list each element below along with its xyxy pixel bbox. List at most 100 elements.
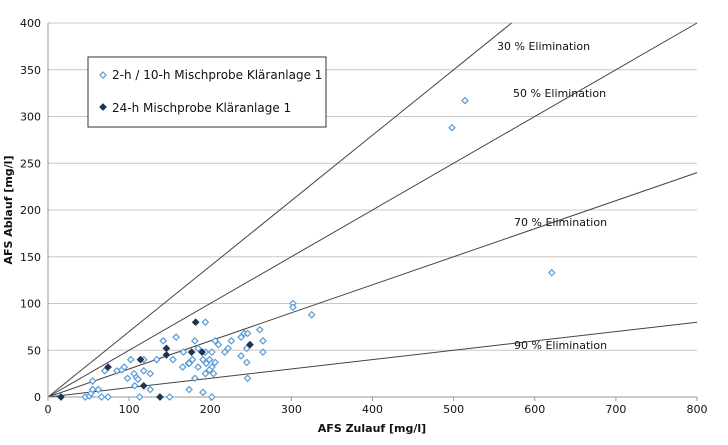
x-tick-label: 500: [443, 403, 464, 416]
y-tick-label: 200: [20, 204, 41, 217]
data-point-2h-10h: [188, 355, 197, 364]
data-point-2h-10h: [172, 333, 181, 342]
data-point-2h-10h: [194, 344, 202, 353]
x-tick-label: 200: [200, 403, 221, 416]
data-point-2h-10h: [97, 393, 106, 401]
data-point-2h-10h: [202, 359, 211, 368]
data-point-24h: [57, 393, 65, 401]
data-point-2h-10h: [100, 366, 109, 375]
x-tick-label: 0: [45, 403, 52, 416]
data-point-2h-10h: [169, 355, 177, 364]
data-point-2h-10h: [134, 375, 142, 384]
x-tick-label: 400: [362, 403, 383, 416]
data-point-2h-10h: [199, 355, 207, 364]
legend-marker-light: [99, 71, 107, 79]
y-tick-label: 100: [20, 298, 41, 311]
data-point-2h-10h: [146, 369, 155, 378]
data-point-2h-10h: [208, 393, 216, 401]
data-point-2h-10h: [224, 344, 232, 353]
data-point-2h-10h: [243, 374, 252, 383]
data-point-2h-10h: [242, 344, 251, 353]
elimination-label: 30 % Elimination: [497, 40, 590, 53]
data-point-2h-10h: [120, 363, 129, 371]
elimination-label: 70 % Elimination: [514, 216, 607, 229]
y-tick-label: 300: [20, 111, 41, 124]
data-point-24h: [156, 393, 164, 401]
data-point-2h-10h: [190, 337, 199, 345]
data-point-2h-10h: [211, 337, 219, 345]
data-point-2h-10h: [208, 348, 216, 356]
y-tick-label: 50: [27, 344, 41, 357]
data-point-2h-10h: [139, 366, 148, 375]
data-point-24h: [162, 351, 171, 359]
x-tick-label: 800: [687, 403, 708, 416]
data-point-24h: [136, 355, 145, 364]
y-axis-title: AFS Ablauf [mg/l]: [2, 156, 15, 265]
data-point-2h-10h: [237, 352, 245, 360]
y-tick-label: 0: [34, 391, 41, 404]
legend-label-light: 2-h / 10-h Mischprobe Kläranlage 1: [112, 68, 322, 82]
x-tick-label: 100: [119, 403, 140, 416]
data-point-2h-10h: [201, 369, 210, 378]
data-point-2h-10h: [259, 348, 267, 356]
data-point-2h-10h: [242, 358, 251, 367]
data-point-24h: [139, 381, 148, 390]
data-point-2h-10h: [146, 385, 155, 394]
data-point-2h-10h: [178, 363, 187, 371]
data-point-2h-10h: [126, 355, 135, 364]
data-point-2h-10h: [165, 393, 174, 401]
data-point-2h-10h: [135, 393, 144, 401]
data-point-2h-10h: [237, 333, 245, 342]
x-tick-label: 700: [605, 403, 626, 416]
data-point-2h-10h: [201, 318, 210, 327]
data-point-24h: [104, 363, 112, 371]
data-point-2h-10h: [199, 388, 207, 397]
legend-label-dark: 24-h Mischprobe Kläranlage 1: [112, 101, 291, 115]
elimination-line: [47, 22, 512, 398]
x-tick-label: 600: [524, 403, 545, 416]
data-point-2h-10h: [88, 385, 97, 394]
data-point-2h-10h: [94, 385, 103, 394]
data-point-2h-10h: [243, 329, 252, 338]
x-axis-title: AFS Zulauf [mg/l]: [318, 422, 426, 435]
data-point-2h-10h: [547, 268, 556, 277]
legend: 2-h / 10-h Mischprobe Kläranlage 1 24-h …: [87, 56, 327, 128]
data-point-2h-10h: [185, 359, 194, 368]
data-point-2h-10h: [227, 337, 236, 345]
elimination-line: [47, 172, 698, 398]
data-point-2h-10h: [205, 366, 214, 374]
data-point-2h-10h: [211, 358, 219, 367]
elimination-line: [47, 321, 698, 398]
legend-marker-dark: [99, 103, 107, 111]
data-points: [57, 96, 556, 401]
data-point-2h-10h: [307, 310, 316, 319]
data-point-2h-10h: [209, 369, 218, 378]
data-point-2h-10h: [221, 348, 229, 356]
data-point-2h-10h: [185, 385, 194, 394]
data-point-2h-10h: [461, 96, 469, 105]
y-tick-label: 400: [20, 17, 41, 30]
data-point-24h: [246, 340, 254, 349]
data-point-2h-10h: [194, 363, 202, 371]
data-point-24h: [191, 318, 200, 327]
data-point-2h-10h: [190, 374, 199, 383]
data-point-2h-10h: [214, 340, 223, 349]
x-tick-label: 300: [281, 403, 302, 416]
data-point-24h: [187, 348, 196, 356]
data-point-2h-10h: [88, 377, 97, 385]
elimination-label: 90 % Elimination: [514, 339, 607, 352]
data-point-2h-10h: [179, 348, 188, 356]
data-point-2h-10h: [259, 337, 267, 345]
data-point-2h-10h: [152, 355, 161, 364]
legend-box: [87, 56, 327, 128]
data-point-2h-10h: [159, 337, 168, 345]
data-point-2h-10h: [255, 325, 264, 334]
elimination-label: 50 % Elimination: [513, 87, 606, 100]
y-tick-label: 350: [20, 64, 41, 77]
data-point-2h-10h: [104, 393, 112, 401]
y-tick-label: 150: [20, 251, 41, 264]
data-point-2h-10h: [123, 374, 132, 383]
elimination-line: [47, 22, 698, 398]
data-point-2h-10h: [130, 381, 139, 390]
